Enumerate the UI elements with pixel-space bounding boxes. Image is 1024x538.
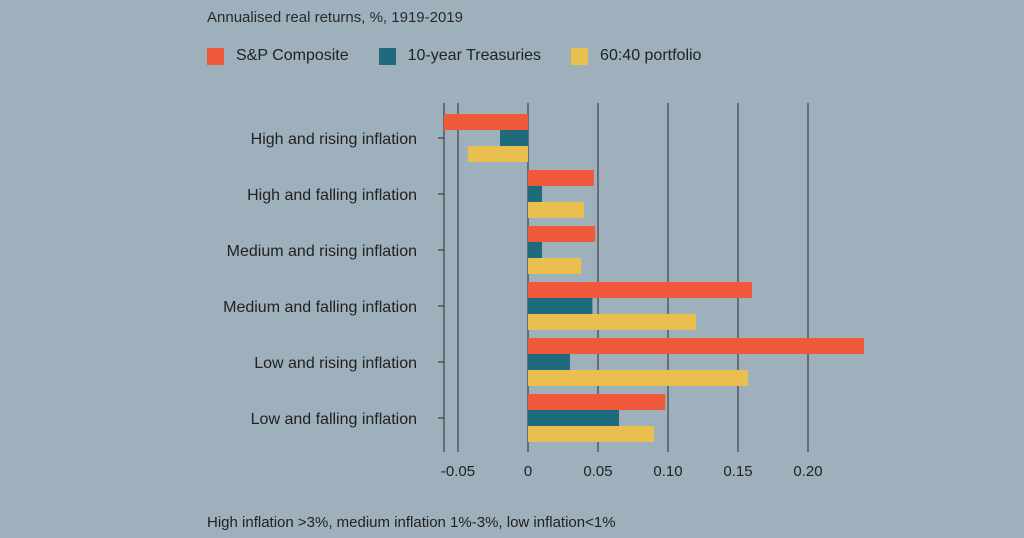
bar-s-p-composite-medium-and-falling-inflation xyxy=(528,282,752,298)
bar-60-40-portfolio-medium-and-rising-inflation xyxy=(528,258,582,274)
bar-10-year-treasuries-medium-and-falling-inflation xyxy=(528,298,593,314)
legend-label-60-40-portfolio: 60:40 portfolio xyxy=(600,47,702,64)
bar-10-year-treasuries-high-and-falling-inflation xyxy=(528,186,542,202)
bar-60-40-portfolio-low-and-rising-inflation xyxy=(528,370,748,386)
bar-60-40-portfolio-high-and-falling-inflation xyxy=(528,202,584,218)
category-label-high-and-falling-inflation: High and falling inflation xyxy=(247,187,417,204)
category-label-low-and-falling-inflation: Low and falling inflation xyxy=(251,411,417,428)
bar-10-year-treasuries-medium-and-rising-inflation xyxy=(528,242,542,258)
category-label-low-and-rising-inflation: Low and rising inflation xyxy=(254,355,417,372)
chart-footnote: High inflation >3%, medium inflation 1%-… xyxy=(207,514,616,531)
chart-legend: S&P Composite 10-year Treasuries 60:40 p… xyxy=(207,47,731,65)
bar-s-p-composite-low-and-rising-inflation xyxy=(528,338,864,354)
bar-s-p-composite-high-and-falling-inflation xyxy=(528,170,594,186)
x-tick-label-0-05: 0.05 xyxy=(583,463,612,480)
chart-subtitle: Annualised real returns, %, 1919-2019 xyxy=(207,9,463,26)
x-tick-label-0-15: 0.15 xyxy=(723,463,752,480)
bar-60-40-portfolio-medium-and-falling-inflation xyxy=(528,314,696,330)
legend-label-10-year-treasuries: 10-year Treasuries xyxy=(407,47,542,64)
legend-item-sp-composite: S&P Composite xyxy=(207,47,349,65)
legend-swatch-10-year-treasuries xyxy=(378,47,396,65)
category-label-medium-and-falling-inflation: Medium and falling inflation xyxy=(223,299,417,316)
bar-10-year-treasuries-low-and-falling-inflation xyxy=(528,410,619,426)
x-tick-label-0-20: 0.20 xyxy=(793,463,822,480)
legend-item-10-year-treasuries: 10-year Treasuries xyxy=(378,47,542,65)
category-label-medium-and-rising-inflation: Medium and rising inflation xyxy=(227,243,417,260)
bar-60-40-portfolio-high-and-rising-inflation xyxy=(467,146,528,162)
legend-label-sp-composite: S&P Composite xyxy=(236,47,349,64)
legend-item-60-40-portfolio: 60:40 portfolio xyxy=(571,47,701,65)
legend-swatch-60-40-portfolio xyxy=(571,47,589,65)
legend-swatch-sp-composite xyxy=(207,47,224,65)
bar-60-40-portfolio-low-and-falling-inflation xyxy=(528,426,654,442)
x-tick-label-0-10: 0.10 xyxy=(653,463,682,480)
bar-s-p-composite-low-and-falling-inflation xyxy=(528,394,666,410)
bar-10-year-treasuries-low-and-rising-inflation xyxy=(528,354,570,370)
x-tick-label-0: 0 xyxy=(524,463,532,480)
x-tick-label-0-05: -0.05 xyxy=(441,463,475,480)
bar-10-year-treasuries-high-and-rising-inflation xyxy=(500,130,528,146)
bar-s-p-composite-high-and-rising-inflation xyxy=(444,114,528,130)
bar-s-p-composite-medium-and-rising-inflation xyxy=(528,226,596,242)
category-label-high-and-rising-inflation: High and rising inflation xyxy=(251,131,417,148)
